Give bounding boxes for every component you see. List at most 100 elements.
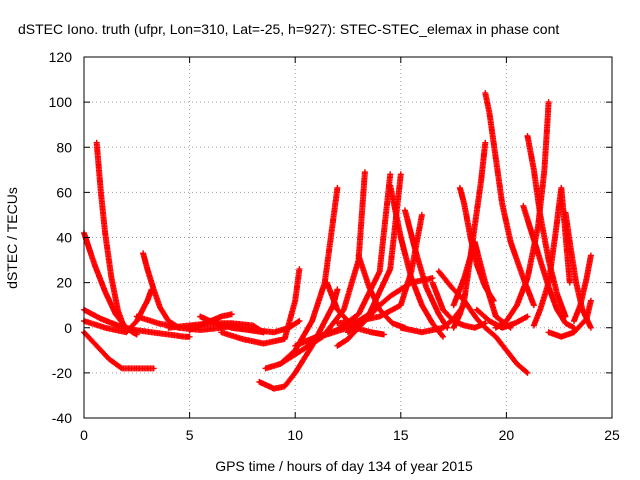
data-point [532,168,536,172]
data-point [357,313,360,316]
data-point [488,112,491,115]
data-point [484,326,487,329]
data-point [167,319,170,323]
data-point [367,313,371,316]
data-point [585,276,588,280]
data-point [494,315,498,318]
y-tick-label: 60 [56,184,72,200]
data-point [441,326,445,329]
data-point [95,141,98,144]
data-point [152,367,155,370]
data-point [420,331,424,334]
data-point [473,240,476,244]
data-point [272,331,276,334]
data-point [325,281,329,284]
data-point [230,313,234,316]
data-series [81,90,594,392]
data-point [475,263,479,266]
axis-ticks: 0 5 10 15 20 25 -40 -20 0 20 40 60 80 100 120 [49,49,620,443]
data-point [555,308,559,311]
data-point [298,319,301,323]
data-point [336,288,339,291]
series-arc-23 [402,207,451,331]
data-point [133,328,136,332]
data-point [560,335,563,338]
y-axis-label: dSTEC / TECUs [4,187,20,289]
data-point [475,308,479,311]
data-point [589,326,593,329]
data-point [410,276,413,280]
data-point [538,258,542,262]
data-point [213,322,217,325]
data-point [258,380,261,384]
data-point [564,211,567,214]
data-point [346,337,350,341]
data-point [188,328,191,332]
data-point [298,267,301,271]
data-point [526,134,529,138]
data-point [114,313,117,316]
data-point [304,340,307,343]
data-point [156,322,160,325]
data-point [581,308,584,311]
data-point [494,157,498,160]
data-point [547,100,550,104]
data-point [120,367,124,370]
data-point [441,335,445,338]
data-point [532,303,536,307]
data-point [272,387,276,390]
data-point [279,362,282,366]
data-point [336,322,339,325]
data-point [437,313,441,316]
data-point [378,270,381,273]
data-point [536,225,540,228]
data-point [564,315,567,318]
data-point [494,326,498,329]
data-point [135,315,138,318]
data-point [133,367,136,370]
y-tick-label: 40 [56,230,72,246]
data-point [452,326,455,329]
data-point [325,333,329,336]
data-point [103,326,107,329]
data-point [310,319,314,323]
data-point [103,231,107,235]
data-point [346,331,350,334]
data-point [152,288,155,291]
y-tick-label: -40 [52,410,72,426]
data-point [342,308,345,311]
data-point [458,313,462,316]
series-arc-15 [277,169,368,367]
data-point [370,331,373,334]
series-arc-35 [524,133,569,320]
y-tick-label: -20 [52,365,72,381]
data-point [95,344,98,347]
x-tick-label: 10 [287,427,303,443]
data-point [198,328,202,332]
data-point [241,337,244,341]
y-tick-label: 120 [49,49,73,65]
data-point [141,252,145,255]
data-point [420,213,424,217]
data-point [391,322,394,325]
data-point [198,315,202,318]
data-point [336,308,339,311]
data-point [399,303,402,307]
data-point [336,186,339,190]
data-point [484,91,487,95]
data-point [99,191,103,194]
data-point [220,315,223,318]
data-point [184,335,187,338]
data-point [431,276,434,280]
data-point [264,367,267,370]
data-point [564,322,567,325]
data-point [522,276,525,280]
x-tick-label: 5 [186,427,194,443]
data-point [574,281,578,284]
data-point [530,231,533,235]
data-point [399,326,402,329]
data-point [479,179,483,183]
data-point [538,213,542,217]
data-point [389,267,392,271]
series-arc-24 [345,275,436,336]
